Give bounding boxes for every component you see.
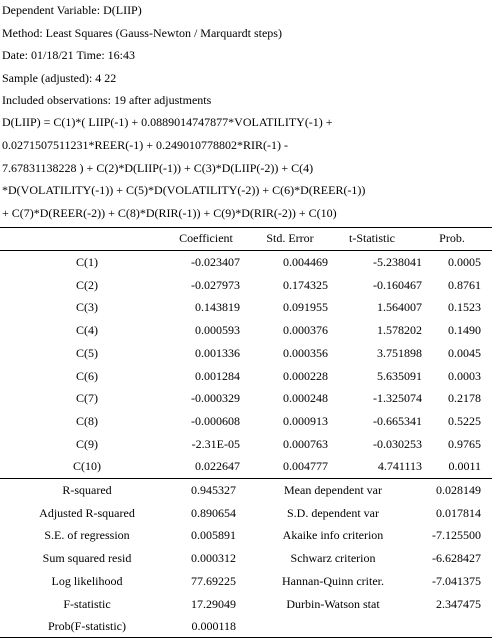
- equation-line: D(LIIP) = C(1)*( LIIP(-1) + 0.0889014747…: [2, 115, 333, 129]
- cell: 0.0011: [448, 459, 481, 474]
- stat-value: 0.945327: [191, 483, 236, 497]
- header-line: Date: 01/18/21 Time: 16:43: [2, 48, 136, 62]
- row-label: C(10): [73, 459, 101, 474]
- stat-value: -7.041375: [432, 573, 481, 588]
- rule: [0, 250, 492, 251]
- row-label: C(9): [76, 436, 98, 451]
- cell: 0.000356: [283, 345, 328, 360]
- cell: -2.31E-05: [191, 436, 240, 451]
- row-label: C(2): [76, 277, 98, 292]
- row-label: C(5): [76, 345, 98, 360]
- cell: 0.1490: [448, 323, 481, 338]
- cell: 1.564007: [377, 300, 422, 315]
- cell: 0.174325: [283, 277, 328, 292]
- cell: -0.030253: [373, 436, 422, 451]
- equation-line: *D(VOLATILITY(-1)) + C(5)*D(VOLATILITY(-…: [2, 183, 366, 198]
- header-line: Included observations: 19 after adjustme…: [2, 93, 212, 107]
- stat-value: 0.890654: [191, 505, 236, 520]
- cell: 0.143819: [195, 300, 240, 315]
- stat-label: Adjusted R-squared: [39, 505, 135, 520]
- cell: 0.004777: [283, 459, 328, 474]
- cell: 0.001284: [195, 368, 240, 383]
- cell: -5.238041: [373, 255, 422, 269]
- rule: [0, 478, 492, 479]
- stat-value: 2.347475: [436, 596, 481, 611]
- row-label: C(4): [76, 323, 98, 338]
- row-label: C(7): [76, 391, 98, 406]
- cell: 0.091955: [283, 300, 328, 315]
- stat-label: S.E. of regression: [44, 528, 130, 543]
- cell: -0.160467: [373, 277, 422, 292]
- cell: 0.2178: [448, 391, 481, 406]
- column-header: Coefficient: [179, 231, 233, 245]
- column-header: Std. Error: [266, 231, 314, 245]
- rule: [0, 637, 492, 638]
- row-label: C(8): [76, 413, 98, 428]
- cell: 0.0003: [448, 368, 481, 383]
- rule: [0, 227, 492, 228]
- cell: 0.000913: [283, 413, 328, 428]
- equation-line: + C(7)*D(REER(-2)) + C(8)*D(RIR(-1)) + C…: [2, 206, 337, 221]
- cell: -0.027973: [191, 277, 240, 292]
- cell: -1.325074: [373, 391, 422, 406]
- cell: 0.000376: [283, 323, 328, 338]
- stat-label: Schwarz criterion: [290, 551, 376, 566]
- cell: -0.665341: [373, 413, 422, 428]
- cell: 0.0005: [448, 255, 481, 269]
- cell: 0.000228: [283, 368, 328, 383]
- stat-label: Akaike info criterion: [282, 528, 384, 543]
- stat-value: 0.028149: [436, 483, 481, 497]
- header-line: Method: Least Squares (Gauss-Newton / Ma…: [2, 25, 282, 40]
- cell: 0.022647: [195, 459, 240, 474]
- cell: 0.000248: [283, 391, 328, 406]
- equation-line: 0.0271507511231*REER(-1) + 0.24901077880…: [2, 137, 288, 152]
- column-header: t-Statistic: [349, 231, 395, 245]
- stat-label: Log likelihood: [51, 573, 123, 588]
- cell: 3.751898: [377, 345, 422, 360]
- cell: 0.1523: [448, 300, 481, 315]
- stat-label: Hannan-Quinn criter.: [282, 573, 384, 588]
- cell: 5.635091: [377, 368, 422, 383]
- equation-line: 7.67831138228 ) + C(2)*D(LIIP(-1)) + C(3…: [2, 160, 314, 175]
- cell: 0.000593: [195, 323, 240, 338]
- stat-value: 17.29049: [191, 596, 236, 611]
- cell: 1.578202: [377, 323, 422, 338]
- stat-label: F-statistic: [63, 596, 111, 611]
- cell: -0.000608: [191, 413, 240, 428]
- row-label: C(3): [76, 300, 98, 315]
- stat-label: Prob(F-statistic): [48, 619, 126, 634]
- stat-label: Sum squared resid: [42, 551, 132, 566]
- stat-value: 0.017814: [436, 505, 481, 520]
- cell: 0.9765: [448, 436, 481, 451]
- stat-label: S.D. dependent var: [287, 505, 379, 520]
- cell: 0.8761: [448, 277, 481, 292]
- cell: 0.001336: [195, 345, 240, 360]
- cell: 0.0045: [448, 345, 481, 360]
- stat-value: -7.125500: [432, 528, 481, 543]
- stat-label: Mean dependent var: [284, 483, 382, 497]
- stat-value: 0.005891: [191, 528, 236, 543]
- stat-label: R-squared: [62, 483, 112, 497]
- stat-value: 0.000118: [191, 619, 236, 634]
- cell: -0.023407: [191, 255, 240, 269]
- header-line: Dependent Variable: D(LIIP): [2, 3, 142, 17]
- header-line: Sample (adjusted): 4 22: [2, 70, 117, 85]
- row-label: C(1): [76, 255, 98, 269]
- row-label: C(6): [76, 368, 98, 383]
- cell: 4.741113: [377, 459, 422, 474]
- column-header: Prob.: [439, 231, 465, 245]
- cell: 0.5225: [448, 413, 481, 428]
- cell: 0.000763: [283, 436, 328, 451]
- cell: 0.004469: [283, 255, 328, 269]
- stat-value: 77.69225: [191, 573, 236, 588]
- cell: -0.000329: [191, 391, 240, 406]
- stat-label: Durbin-Watson stat: [286, 596, 380, 611]
- stat-value: 0.000312: [191, 551, 236, 566]
- stat-value: -6.628427: [432, 551, 481, 566]
